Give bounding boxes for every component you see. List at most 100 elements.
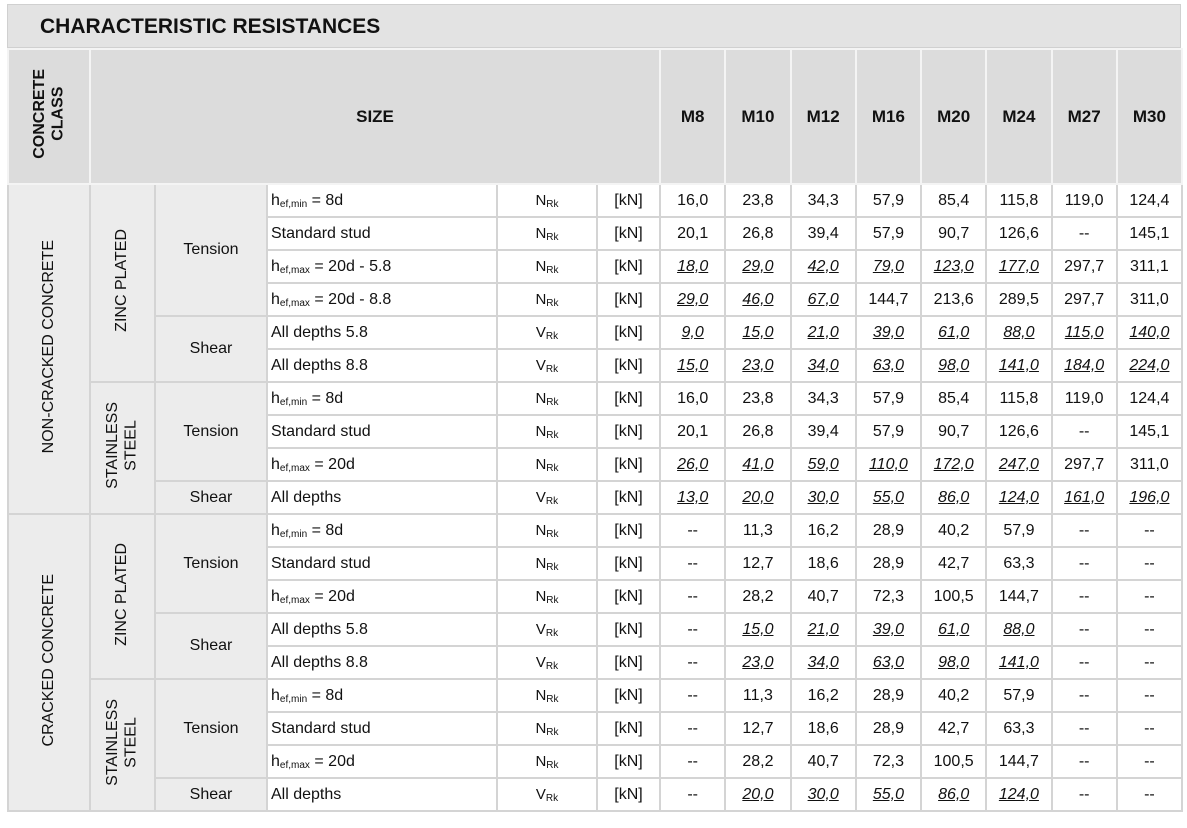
value-cell: 72,3 (854, 744, 923, 779)
value: 20,1 (677, 224, 709, 242)
data-row: STAINLESS STEEL Tension hef,min = 8d NRk [kN]… (8, 678, 1184, 812)
data-row: Standard stud NRk [kN] -- 12,7 18,6 28,9 42,7 63… (8, 546, 1184, 581)
vertical-text: ZINC PLATED (113, 229, 131, 332)
value-cell: -- (1115, 645, 1184, 680)
value-cell: -- (1050, 612, 1118, 647)
symbol: NRk (496, 216, 598, 251)
row-label: All depths (266, 777, 498, 812)
value: 18,6 (807, 554, 839, 572)
value-cell: 289,5 (985, 282, 1053, 317)
symbol: VRk (496, 480, 598, 515)
value: 311,0 (1129, 455, 1169, 473)
value: 72,3 (872, 587, 904, 605)
symbol: NRk (496, 381, 598, 416)
value-cell: 145,1 (1115, 414, 1184, 449)
value-cell: 23,0 (724, 645, 792, 680)
value: -- (687, 719, 698, 737)
value: 177,0 (998, 257, 1039, 275)
data-row: Standard stud NRk [kN] -- 12,7 18,6 28,9 42,7 63… (8, 711, 1184, 746)
text: = 20d - 5.8 (314, 257, 392, 275)
row-label: All depths (266, 480, 498, 515)
value: 247,0 (998, 455, 1039, 473)
value: 90,7 (938, 224, 970, 242)
data-row: hef,max = 20d - 5.8 NRk [kN] 18,0 29,0 42,0 79… (8, 249, 1184, 284)
base: h (271, 587, 280, 605)
value-cell: -- (1050, 711, 1118, 746)
load-type: Tension (154, 381, 268, 482)
value-cell: 177,0 (985, 249, 1053, 284)
row-label: hef,max = 20d (266, 447, 498, 482)
value: 16,0 (677, 191, 709, 209)
value: 297,7 (1064, 290, 1105, 308)
value-cell: 23,8 (724, 381, 792, 416)
value: 57,9 (872, 224, 904, 242)
subscript: Rk (546, 297, 559, 309)
value: 34,3 (807, 389, 839, 407)
base: h (271, 521, 280, 539)
vertical-text: STAINLESS STEEL (104, 699, 141, 786)
value-cell: -- (1115, 612, 1184, 647)
value-cell: 72,3 (854, 579, 923, 614)
vertical-text: CONCRETE CLASS (31, 69, 68, 159)
value: 34,0 (807, 356, 839, 374)
base: h (271, 389, 280, 407)
size: M20 (920, 48, 988, 185)
data-row: Shear All depths VRk [kN] -- 20,0 30,0 55,0 86,0… (8, 777, 1184, 812)
data-row: Shear All depths 5.8 VRk [kN] 9,0 15,0 21,0 39,… (8, 315, 1184, 383)
value-cell: 28,2 (724, 579, 792, 614)
value-cell: 63,0 (854, 348, 923, 383)
value: 46,0 (742, 290, 774, 308)
value: 13,0 (677, 488, 709, 506)
value-cell: 12,7 (724, 711, 792, 746)
symbol: NRk (496, 579, 598, 614)
base: V (535, 620, 546, 638)
value: 57,9 (872, 389, 904, 407)
table-body: NON-CRACKED CONCRETE ZINC PLATED Tension he… (7, 183, 1184, 812)
value-cell: 79,0 (854, 249, 923, 284)
value-cell: 100,5 (920, 744, 988, 779)
value-cell: -- (1115, 711, 1184, 746)
value: 21,0 (807, 620, 839, 638)
value: 41,0 (742, 455, 774, 473)
value: -- (1144, 587, 1155, 605)
row-label: All depths 5.8 (266, 315, 498, 350)
text: = 8d (311, 191, 344, 209)
row-label: hef,max = 20d - 8.8 (266, 282, 498, 317)
base: h (271, 290, 280, 308)
class-header: CONCRETE CLASS (7, 48, 91, 185)
base: N (535, 554, 547, 572)
value: 98,0 (938, 653, 970, 671)
subscript: Rk (545, 660, 559, 672)
base: h (271, 752, 280, 770)
value: 39,0 (872, 620, 904, 638)
value-cell: -- (1115, 513, 1184, 548)
value-cell: 30,0 (789, 480, 857, 515)
value: 28,2 (742, 752, 774, 770)
value: 63,3 (1003, 719, 1035, 737)
data-row: hef,max = 20d NRk [kN] -- 28,2 40,7 72,3 100,5 1… (8, 744, 1184, 779)
value: 15,0 (742, 323, 774, 341)
value-cell: 63,3 (985, 546, 1053, 581)
value: 123,0 (933, 257, 974, 275)
value-cell: 297,7 (1050, 249, 1118, 284)
unit: [kN] (595, 381, 662, 416)
material: STAINLESS STEEL (89, 678, 156, 812)
value-cell: 86,0 (920, 777, 988, 812)
value: 26,8 (742, 422, 774, 440)
unit: [kN] (595, 249, 662, 284)
value: -- (687, 587, 698, 605)
base: V (535, 785, 546, 803)
base: N (535, 257, 547, 275)
value: 67,0 (807, 290, 839, 308)
value-cell: 297,7 (1050, 282, 1118, 317)
value-cell: 40,7 (789, 744, 857, 779)
value-cell: 57,9 (854, 414, 923, 449)
value-cell: 11,3 (724, 513, 792, 548)
value-cell: 23,8 (724, 183, 792, 218)
base: N (535, 587, 547, 605)
value: -- (1144, 719, 1155, 737)
row-label: hef,max = 20d - 5.8 (266, 249, 498, 284)
header-row: CONCRETE CLASS SIZE M8 M10 M12 M16 M20 M24 M27 M30 (7, 48, 1184, 185)
value: 61,0 (938, 323, 970, 341)
